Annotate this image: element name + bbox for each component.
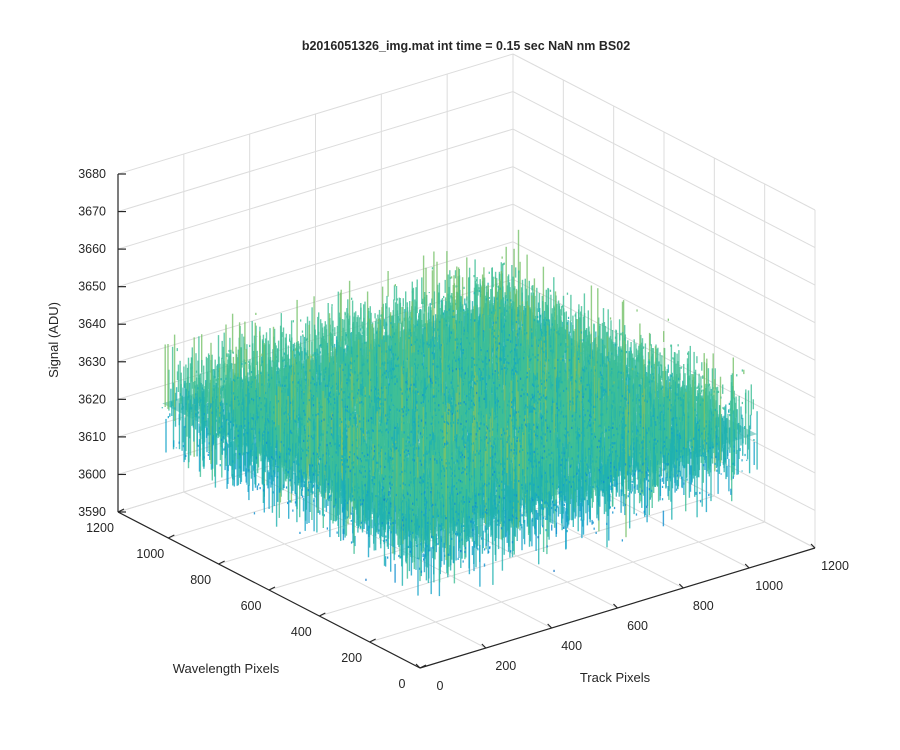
floor-grid-line xyxy=(319,495,715,617)
wall-grid-line xyxy=(512,91,816,248)
wall-grid-line xyxy=(512,203,816,361)
wall-grid-line xyxy=(117,91,514,213)
wall-grid-line xyxy=(117,166,514,288)
wall-grid-line xyxy=(512,53,816,211)
wall-grid-line xyxy=(117,128,514,250)
surface xyxy=(161,229,758,597)
floor-grid-line xyxy=(369,521,765,643)
wall-grid-line xyxy=(512,128,816,286)
wall-grid-line xyxy=(117,203,514,325)
wall-grid-line xyxy=(117,53,514,175)
wall-grid-line xyxy=(512,241,816,399)
chart-title: b2016051326_img.mat int time = 0.15 sec … xyxy=(302,39,630,53)
wall-grid-line xyxy=(512,166,816,324)
